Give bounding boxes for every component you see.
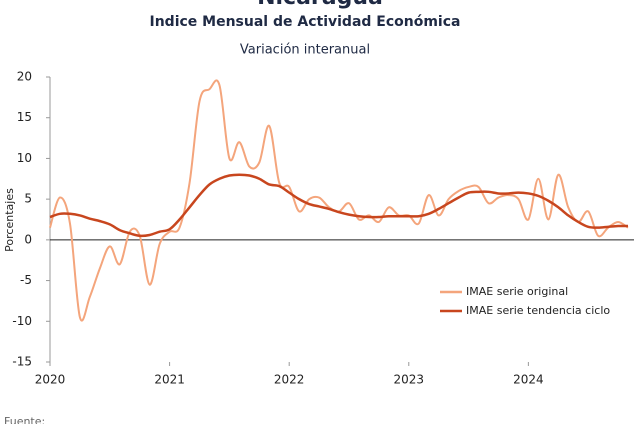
legend-label: IMAE serie tendencia ciclo <box>466 304 610 317</box>
x-tick-label: 2020 <box>35 373 66 387</box>
legend-label: IMAE serie original <box>466 285 568 298</box>
x-tick-label: 2024 <box>513 373 544 387</box>
y-tick-label: -5 <box>20 273 32 287</box>
x-tick-label: 2023 <box>394 373 425 387</box>
y-tick-label: 0 <box>24 232 32 246</box>
x-tick-label: 2022 <box>274 373 305 387</box>
chart-subtitle: Variación interanual <box>240 43 370 58</box>
y-tick-label: -10 <box>12 314 32 328</box>
y-tick-label: 10 <box>17 151 32 165</box>
chart-subtitle: Indice Mensual de Actividad Económica <box>150 14 461 30</box>
series-line <box>49 173 629 238</box>
x-tick-label: 2021 <box>154 373 185 387</box>
y-axis-label: Porcentajes <box>3 188 16 252</box>
y-tick-label: 15 <box>17 110 32 124</box>
footer: Fuente: <box>4 415 45 424</box>
y-tick-label: 20 <box>17 70 32 84</box>
y-tick-label: 5 <box>24 192 32 206</box>
y-tick-label: -15 <box>12 355 32 369</box>
chart-title: Nicaragua <box>257 0 383 10</box>
